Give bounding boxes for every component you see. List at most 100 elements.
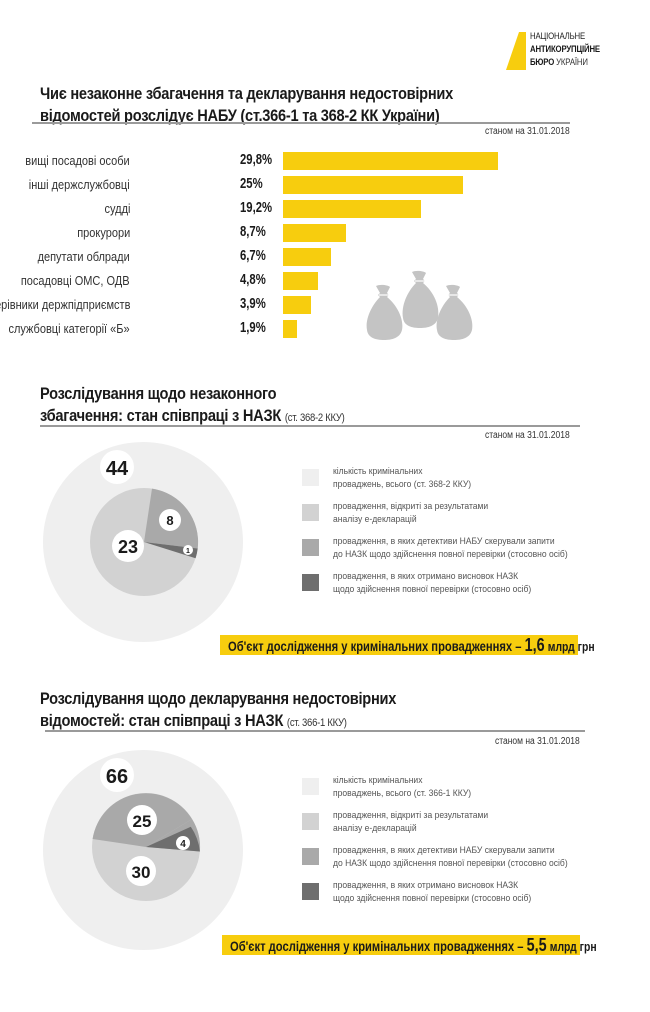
money-bags-icon [366, 270, 473, 340]
pie-value-e-declarations: 30 [132, 863, 151, 882]
legend-text-line2: аналізу е-декларацій [333, 514, 417, 525]
logo-line-2: АНТИКОРУПЦІЙНЕ [530, 44, 600, 55]
section2-title-line1: Розслідування щодо незаконного [40, 384, 277, 403]
section3-title-line2: відомостей: стан співпраці з НАЗК (ст. 3… [40, 710, 396, 734]
legend-text-line2: проваджень, всього (ст. 366-1 ККУ) [333, 788, 472, 799]
pie-slice-conclusions [144, 542, 198, 559]
legend-item: провадження, в яких отримано висновок НА… [300, 570, 600, 603]
pie-value-conclusions: 1 [186, 548, 190, 555]
bar-label: судді [104, 202, 130, 216]
legend-text: провадження, відкриті за результатами ана… [333, 500, 488, 526]
bar-value: 4,8% [240, 272, 266, 288]
legend-text-line1: провадження, в яких отримано висновок НА… [333, 880, 519, 891]
callout-amount: 5,5 [526, 935, 547, 955]
logo-line-3: БЮРО УКРАЇНИ [530, 56, 600, 69]
legend-text-line2: аналізу е-декларацій [333, 823, 417, 834]
pie-value-requests: 8 [166, 513, 173, 528]
bar-row: депутати облради 6,7% [0, 247, 520, 267]
bar-value: 19,2% [240, 200, 273, 216]
section3-divider [45, 730, 585, 732]
callout-unit: млрд грн [547, 639, 595, 654]
section2-title-main: збагачення: стан співпраці з НАЗК [40, 406, 282, 425]
legend-swatch [302, 813, 319, 830]
nabu-logo: НАЦІОНАЛЬНЕ АНТИКОРУПЦІЙНЕ БЮРО УКРАЇНИ [506, 30, 646, 74]
pie-slice-badge [159, 509, 181, 531]
bar-value: 29,8% [240, 152, 273, 168]
logo-line-3-bold: БЮРО [530, 57, 555, 68]
pie-value-conclusions: 4 [180, 839, 186, 850]
legend-swatch [302, 848, 319, 865]
bar-label: вищі посадові особи [25, 154, 130, 168]
section2-title: Розслідування щодо незаконного збагаченн… [40, 383, 345, 429]
bar-label: депутати облради [37, 250, 130, 264]
legend-text-line1: кількість кримінальних [333, 775, 423, 786]
pie-total-badge [100, 450, 134, 484]
bar-label: керівники держпідприємств [0, 298, 130, 312]
callout-amount: 1,6 [524, 635, 545, 655]
pie-slice-badge [176, 836, 190, 850]
legend-swatch [302, 539, 319, 556]
legend-item: кількість кримінальних проваджень, всього… [300, 465, 600, 498]
legend-text: провадження, в яких отримано висновок НА… [333, 570, 531, 596]
legend-swatch [302, 883, 319, 900]
bar-value: 25% [240, 176, 263, 192]
legend-text: провадження, в яких детективи НАБУ скеру… [333, 844, 568, 870]
legend-swatch [302, 778, 319, 795]
legend-text-line2: щодо здійснення повної перевірки (стосов… [333, 893, 532, 904]
bar [283, 224, 346, 242]
bar-label: інші держслужбовці [29, 178, 130, 192]
bar-row: інші держслужбовці 25% [0, 175, 520, 195]
bar-label: прокурори [76, 226, 130, 240]
legend-text-line1: провадження, в яких отримано висновок НА… [333, 571, 519, 582]
pie-slice-badge [112, 530, 144, 562]
bar-row: посадовці ОМС, ОДВ 4,8% [0, 271, 520, 291]
legend-text: кількість кримінальних проваджень, всього… [333, 774, 471, 800]
section1-divider [32, 122, 570, 124]
legend-text-line1: провадження, відкриті за результатами [333, 501, 489, 512]
logo-line-1: НАЦІОНАЛЬНЕ [530, 31, 586, 42]
pie-total-value: 66 [106, 766, 128, 788]
bar [283, 296, 312, 314]
legend-text: провадження, відкриті за результатами ана… [333, 809, 488, 835]
section1-title-line2: відомостей розслідує НАБУ (ст.366-1 та 3… [40, 106, 440, 125]
callout-text: Об'єкт дослідження у кримінальних провад… [230, 935, 597, 957]
legend-text: провадження, в яких отримано висновок НА… [333, 879, 531, 905]
legend-text-line1: провадження, відкриті за результатами [333, 810, 489, 821]
legend-text-line2: проваджень, всього (ст. 368-2 ККУ) [333, 479, 472, 490]
bar-row: службовці категорії «Б» 1,9% [0, 319, 520, 339]
callout-unit: млрд грн [549, 939, 597, 954]
bar-value: 3,9% [240, 296, 266, 312]
logo-text: НАЦІОНАЛЬНЕ АНТИКОРУПЦІЙНЕ БЮРО УКРАЇНИ [530, 30, 600, 69]
legend-text-line2: щодо здійснення повної перевірки (стосов… [333, 584, 532, 595]
legend-text: кількість кримінальних проваджень, всього… [333, 465, 471, 491]
logo-mark-icon [506, 32, 526, 70]
logo-line-3-light: УКРАЇНИ [556, 57, 588, 68]
section3-title-note: (ст. 366-1 ККУ) [286, 717, 347, 729]
legend-item: провадження, в яких отримано висновок НА… [300, 879, 600, 912]
pie-total-badge [100, 758, 134, 792]
bar-row: керівники держпідприємств 3,9% [0, 295, 520, 315]
pie-total-value: 44 [106, 458, 129, 480]
bar-row: прокурори 8,7% [0, 223, 520, 243]
bar-label: посадовці ОМС, ОДВ [21, 274, 130, 288]
bar-value: 6,7% [240, 248, 266, 264]
callout-label: Об'єкт дослідження у кримінальних провад… [230, 938, 515, 954]
section2-title-line2: збагачення: стан співпраці з НАЗК (ст. 3… [40, 405, 345, 429]
legend-item: провадження, в яких детективи НАБУ скеру… [300, 535, 600, 568]
section3-title: Розслідування щодо декларування недостов… [40, 688, 396, 734]
bar [283, 320, 297, 338]
callout-dash: – [515, 638, 522, 654]
legend-text-line2: до НАЗК щодо здійснення повної перевірки… [333, 549, 568, 560]
callout-dash: – [517, 938, 524, 954]
section2-as-of: станом на 31.01.2018 [485, 430, 570, 441]
legend-text: провадження, в яких детективи НАБУ скеру… [333, 535, 568, 561]
bar-label: службовці категорії «Б» [8, 322, 130, 336]
bar-value: 1,9% [240, 320, 266, 336]
legend-swatch [302, 504, 319, 521]
bar-row: судді 19,2% [0, 199, 520, 219]
section3-title-main: відомостей: стан співпраці з НАЗК [40, 711, 284, 730]
legend-swatch [302, 469, 319, 486]
pie-slice-badge [183, 545, 193, 555]
section3-legend: кількість кримінальних проваджень, всього… [300, 774, 600, 914]
section2-callout: Об'єкт дослідження у кримінальних провад… [220, 635, 595, 655]
